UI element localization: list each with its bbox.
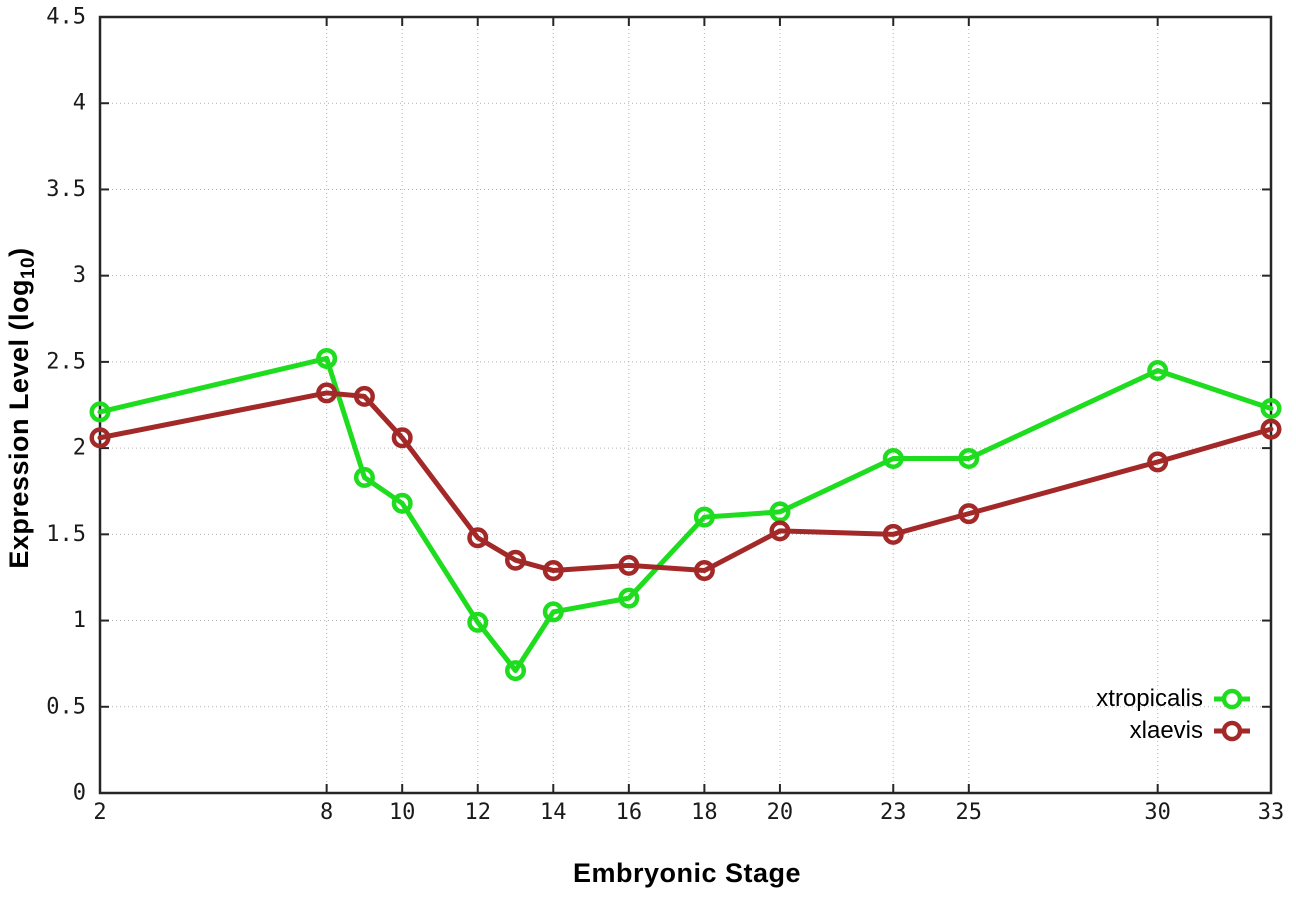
x-tick-label: 14 [540, 800, 567, 825]
x-tick-label: 12 [464, 800, 491, 825]
x-tick-label: 30 [1144, 800, 1171, 825]
x-tick-label: 10 [389, 800, 416, 825]
legend-item-xlaevis: xlaevis [1130, 716, 1252, 746]
y-tick-label: 0 [73, 781, 86, 806]
x-tick-label: 2 [93, 800, 106, 825]
x-tick-label: 18 [691, 800, 718, 825]
data-point-marker-xlaevis [1147, 451, 1169, 473]
data-point-marker-xlaevis [1260, 418, 1282, 440]
y-tick-label: 4 [73, 91, 86, 116]
x-tick-label: 8 [320, 800, 333, 825]
data-point-marker-xlaevis [769, 520, 791, 542]
data-point-marker-xtropicalis [316, 347, 338, 369]
y-axis-label-text: Expression Level (log [4, 279, 34, 569]
data-point-marker-xtropicalis [467, 611, 489, 633]
legend: xtropicalis xlaevis [1096, 684, 1252, 746]
legend-sample-line-icon [1214, 720, 1250, 742]
y-axis-label-suffix: ) [4, 247, 34, 257]
data-point-marker-xlaevis [693, 560, 715, 582]
series-line-xlaevis [97, 390, 1274, 574]
data-point-marker-xlaevis [882, 523, 904, 545]
y-tick-label: 2 [73, 436, 86, 461]
y-tick-label: 0.5 [46, 694, 86, 719]
data-point-marker-xlaevis [353, 385, 375, 407]
data-point-marker-xtropicalis [693, 506, 715, 528]
data-point-marker-xtropicalis [882, 447, 904, 469]
x-tick-label: 16 [616, 800, 643, 825]
data-point-marker-xlaevis [618, 554, 640, 576]
data-point-marker-xtropicalis [1260, 397, 1282, 419]
data-point-marker-xtropicalis [618, 587, 640, 609]
data-point-marker-xtropicalis [542, 601, 564, 623]
data-point-marker-xtropicalis [505, 660, 527, 682]
x-axis-label: Embryonic Stage [572, 858, 802, 888]
data-point-marker-xtropicalis [89, 401, 111, 423]
data-point-marker-xtropicalis [353, 466, 375, 488]
y-tick-label: 1 [73, 608, 86, 633]
x-tick-label: 33 [1258, 800, 1285, 825]
y-axis-label: Expression Level (log10) [4, 247, 40, 568]
data-point-marker-xlaevis [467, 527, 489, 549]
data-point-marker-xtropicalis [391, 492, 413, 514]
data-point-marker-xtropicalis [1147, 360, 1169, 382]
y-tick-label: 4.5 [46, 5, 86, 30]
x-tick-label: 23 [880, 800, 907, 825]
y-tick-label: 3 [73, 263, 86, 288]
data-point-marker-xlaevis [89, 427, 111, 449]
data-point-marker-xlaevis [316, 382, 338, 404]
y-tick-label: 1.5 [46, 522, 86, 547]
x-tick-label: 20 [767, 800, 794, 825]
y-axis-label-subscript: 10 [18, 256, 39, 280]
data-point-marker-xlaevis [958, 503, 980, 525]
legend-sample-line-icon [1214, 688, 1250, 710]
legend-item-xtropicalis: xtropicalis [1096, 684, 1252, 714]
y-tick-label: 3.5 [46, 177, 86, 202]
data-point-marker-xlaevis [542, 560, 564, 582]
x-tick-label: 25 [956, 800, 983, 825]
legend-label: xtropicalis [1096, 685, 1203, 712]
data-point-marker-xlaevis [391, 427, 413, 449]
data-point-marker-xtropicalis [769, 501, 791, 523]
data-point-marker-xlaevis [505, 549, 527, 571]
y-tick-label: 2.5 [46, 349, 86, 374]
legend-label: xlaevis [1129, 717, 1203, 744]
data-point-marker-xtropicalis [958, 447, 980, 469]
